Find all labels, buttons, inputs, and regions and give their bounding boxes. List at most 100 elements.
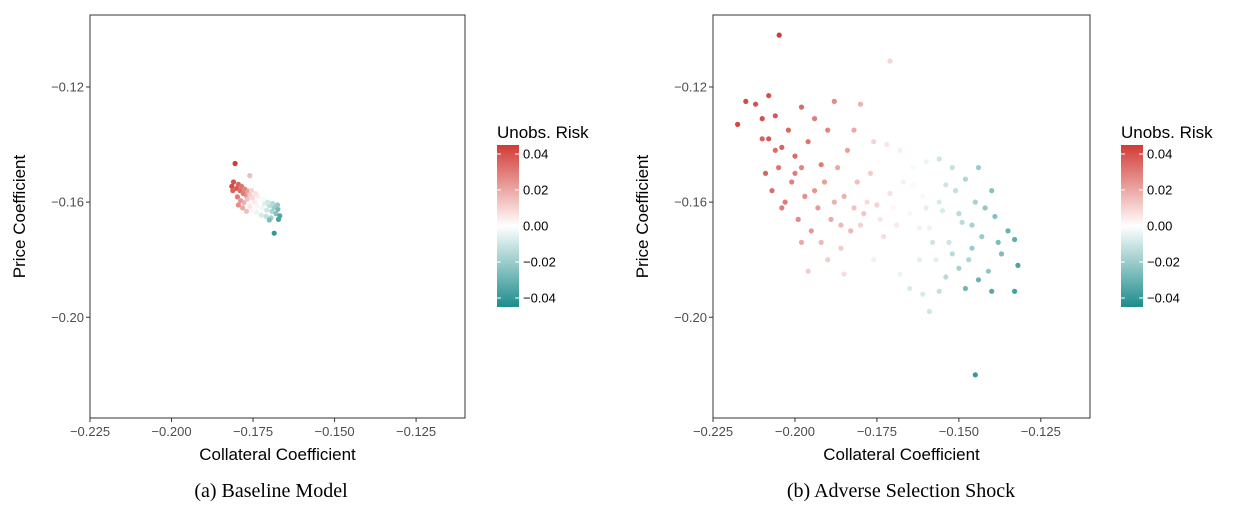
data-point	[230, 179, 237, 185]
data-point	[910, 182, 916, 188]
data-point	[841, 271, 847, 277]
data-point	[802, 193, 808, 199]
legend-tick-label: 0.02	[1147, 183, 1172, 198]
data-point	[759, 136, 765, 142]
data-point	[812, 116, 818, 122]
data-point	[243, 208, 250, 214]
data-point	[241, 200, 247, 206]
data-point	[907, 211, 913, 217]
data-point	[275, 206, 281, 212]
data-point	[838, 245, 844, 251]
x-tick-label: −0.175	[233, 424, 273, 439]
data-point	[939, 208, 946, 214]
legend-tick-label: 0.02	[523, 183, 548, 198]
data-point	[273, 211, 279, 217]
color-legend: Unobs. Risk 0.04 0.02 0.00 −0.02 −0.04	[1121, 123, 1213, 307]
x-axis-title: Collateral Coefficient	[199, 445, 356, 464]
data-point	[766, 136, 772, 142]
data-point	[903, 231, 910, 237]
x-axis-title: Collateral Coefficient	[823, 445, 980, 464]
data-point	[890, 205, 896, 211]
data-point	[772, 147, 778, 153]
panel-adverse-selection-shock: −0.225 −0.200 −0.175 −0.150 −0.125 −0.12 −0.16…	[633, 14, 1213, 502]
data-point	[782, 199, 788, 205]
x-tick-label: −0.225	[693, 424, 733, 439]
y-tick-label: −0.12	[674, 79, 707, 94]
data-point	[766, 93, 772, 99]
data-point	[923, 205, 929, 211]
data-point	[798, 239, 805, 245]
data-point	[966, 257, 972, 263]
color-legend: Unobs. Risk 0.04 0.02 0.00 −0.02 −0.04	[497, 123, 589, 307]
legend-tick-label: −0.04	[523, 291, 556, 306]
data-point	[943, 182, 949, 188]
data-point	[861, 211, 867, 217]
data-point	[759, 116, 765, 122]
data-point	[887, 58, 893, 64]
data-point	[247, 203, 253, 209]
data-point	[271, 230, 277, 236]
data-point	[894, 222, 900, 228]
data-point	[772, 113, 778, 119]
plot-area	[712, 14, 1091, 419]
data-point	[743, 98, 749, 104]
data-point	[998, 251, 1005, 257]
data-point	[828, 216, 834, 222]
data-point	[247, 173, 253, 179]
data-point	[232, 160, 238, 167]
data-point	[989, 288, 995, 294]
data-point	[776, 165, 782, 171]
y-tick-label: −0.12	[51, 79, 84, 94]
data-point	[897, 271, 903, 277]
legend-title: Unobs. Risk	[497, 123, 589, 142]
data-point	[275, 216, 282, 222]
data-point	[841, 193, 847, 199]
legend-colorbar	[1121, 145, 1143, 307]
data-point	[260, 196, 266, 202]
data-point	[926, 308, 933, 315]
legend-tick-label: −0.02	[523, 255, 556, 270]
y-axis-title: Price Coefficient	[633, 154, 652, 278]
data-point	[270, 200, 276, 207]
data-point	[913, 242, 919, 248]
data-point	[779, 144, 785, 150]
data-point	[857, 222, 864, 228]
data-point	[946, 239, 952, 245]
data-point	[769, 188, 775, 194]
data-point	[235, 202, 241, 208]
data-point	[253, 190, 259, 197]
data-point	[936, 288, 942, 294]
legend-tick-label: 0.00	[1147, 219, 1172, 234]
data-point	[943, 274, 949, 280]
data-point	[897, 147, 903, 153]
y-tick-label: −0.20	[51, 310, 84, 325]
data-point	[818, 239, 824, 245]
data-point	[798, 165, 805, 171]
data-point	[835, 165, 841, 171]
data-point	[795, 216, 801, 222]
data-point	[910, 165, 916, 171]
data-point	[920, 291, 926, 297]
x-tick-label: −0.200	[775, 424, 815, 439]
data-point	[240, 205, 246, 211]
data-point	[274, 202, 281, 208]
data-point	[936, 199, 942, 205]
data-point	[805, 139, 811, 145]
data-point	[229, 183, 235, 189]
data-point	[234, 194, 240, 200]
data-point	[972, 199, 978, 205]
data-point	[923, 159, 929, 165]
data-point	[258, 212, 264, 218]
data-point	[818, 162, 824, 168]
panel-caption: (a) Baseline Model	[194, 480, 348, 502]
legend-colorbar	[497, 145, 519, 307]
x-tick-label: −0.125	[396, 424, 436, 439]
data-point	[249, 195, 255, 201]
data-point	[821, 179, 828, 185]
x-tick-label: −0.150	[315, 424, 355, 439]
data-point	[851, 205, 857, 211]
data-point	[956, 211, 962, 217]
x-tick-label: −0.125	[1021, 424, 1061, 439]
panel-baseline-model: −0.225 −0.200 −0.175 −0.150 −0.125 −0.12 −0.16…	[10, 14, 589, 502]
data-point	[900, 179, 906, 185]
